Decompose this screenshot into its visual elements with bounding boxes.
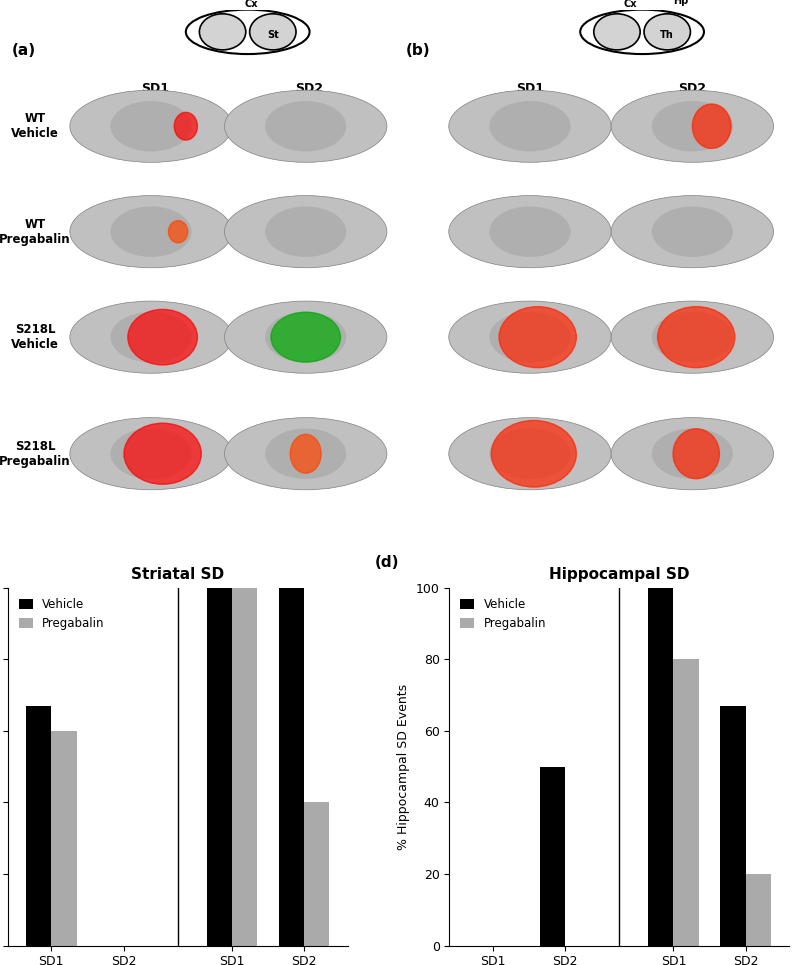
Ellipse shape bbox=[265, 428, 347, 479]
Ellipse shape bbox=[580, 10, 704, 54]
Ellipse shape bbox=[225, 196, 387, 267]
Bar bbox=[279, 588, 304, 946]
Ellipse shape bbox=[249, 14, 296, 50]
Text: Th: Th bbox=[661, 30, 674, 40]
Text: SD2: SD2 bbox=[678, 82, 706, 95]
Ellipse shape bbox=[271, 312, 340, 362]
Ellipse shape bbox=[265, 312, 347, 363]
Ellipse shape bbox=[199, 14, 245, 50]
Text: Cx: Cx bbox=[245, 0, 258, 9]
Ellipse shape bbox=[611, 301, 774, 373]
Ellipse shape bbox=[449, 418, 611, 490]
Y-axis label: % Hippocampal SD Events: % Hippocampal SD Events bbox=[397, 683, 410, 850]
Bar bbox=[746, 874, 771, 946]
Bar bbox=[26, 705, 51, 946]
Ellipse shape bbox=[652, 207, 733, 257]
Ellipse shape bbox=[652, 101, 733, 152]
Bar bbox=[51, 731, 77, 946]
Ellipse shape bbox=[70, 301, 232, 373]
Ellipse shape bbox=[225, 301, 387, 373]
Legend: Vehicle, Pregabalin: Vehicle, Pregabalin bbox=[455, 593, 551, 635]
Ellipse shape bbox=[70, 90, 232, 162]
Text: St: St bbox=[267, 30, 279, 40]
Legend: Vehicle, Pregabalin: Vehicle, Pregabalin bbox=[14, 593, 109, 635]
Ellipse shape bbox=[611, 90, 774, 162]
Ellipse shape bbox=[693, 104, 731, 149]
Ellipse shape bbox=[658, 307, 735, 368]
Ellipse shape bbox=[265, 207, 347, 257]
Ellipse shape bbox=[489, 428, 571, 479]
Text: Hp: Hp bbox=[673, 0, 689, 7]
Ellipse shape bbox=[449, 90, 611, 162]
Text: (a): (a) bbox=[12, 43, 36, 58]
Ellipse shape bbox=[111, 428, 191, 479]
Bar bbox=[304, 803, 329, 946]
Text: S218L
Pregabalin: S218L Pregabalin bbox=[0, 440, 71, 468]
Ellipse shape bbox=[175, 112, 198, 140]
Ellipse shape bbox=[652, 312, 733, 363]
Ellipse shape bbox=[265, 101, 347, 152]
Ellipse shape bbox=[124, 424, 202, 484]
Text: (d): (d) bbox=[375, 555, 399, 569]
Ellipse shape bbox=[128, 310, 198, 365]
Ellipse shape bbox=[673, 428, 720, 479]
Ellipse shape bbox=[594, 14, 640, 50]
Ellipse shape bbox=[111, 101, 191, 152]
Ellipse shape bbox=[168, 221, 188, 243]
Bar bbox=[232, 588, 257, 946]
Ellipse shape bbox=[70, 196, 232, 267]
Ellipse shape bbox=[225, 418, 387, 490]
Ellipse shape bbox=[290, 434, 321, 473]
Text: SD1: SD1 bbox=[141, 82, 169, 95]
Ellipse shape bbox=[489, 312, 571, 363]
Ellipse shape bbox=[611, 418, 774, 490]
Text: WT
Vehicle: WT Vehicle bbox=[11, 112, 59, 140]
Ellipse shape bbox=[611, 196, 774, 267]
Bar bbox=[206, 588, 232, 946]
Text: Cx: Cx bbox=[624, 0, 638, 9]
Ellipse shape bbox=[70, 418, 232, 490]
Bar bbox=[720, 705, 746, 946]
Ellipse shape bbox=[644, 14, 690, 50]
Ellipse shape bbox=[111, 207, 191, 257]
Bar bbox=[648, 588, 673, 946]
Bar bbox=[673, 659, 699, 946]
Text: S218L
Vehicle: S218L Vehicle bbox=[11, 323, 59, 351]
Ellipse shape bbox=[111, 312, 191, 363]
Title: Striatal SD: Striatal SD bbox=[132, 567, 224, 582]
Text: (b): (b) bbox=[406, 43, 431, 58]
Text: SD2: SD2 bbox=[296, 82, 324, 95]
Ellipse shape bbox=[499, 307, 576, 368]
Ellipse shape bbox=[489, 207, 571, 257]
Title: Hippocampal SD: Hippocampal SD bbox=[549, 567, 689, 582]
Ellipse shape bbox=[449, 196, 611, 267]
Ellipse shape bbox=[449, 301, 611, 373]
Ellipse shape bbox=[186, 10, 309, 54]
Text: WT
Pregabalin: WT Pregabalin bbox=[0, 218, 71, 246]
Ellipse shape bbox=[489, 101, 571, 152]
Bar bbox=[540, 766, 565, 946]
Ellipse shape bbox=[652, 428, 733, 479]
Ellipse shape bbox=[225, 90, 387, 162]
Ellipse shape bbox=[491, 421, 576, 487]
Text: SD1: SD1 bbox=[516, 82, 544, 95]
